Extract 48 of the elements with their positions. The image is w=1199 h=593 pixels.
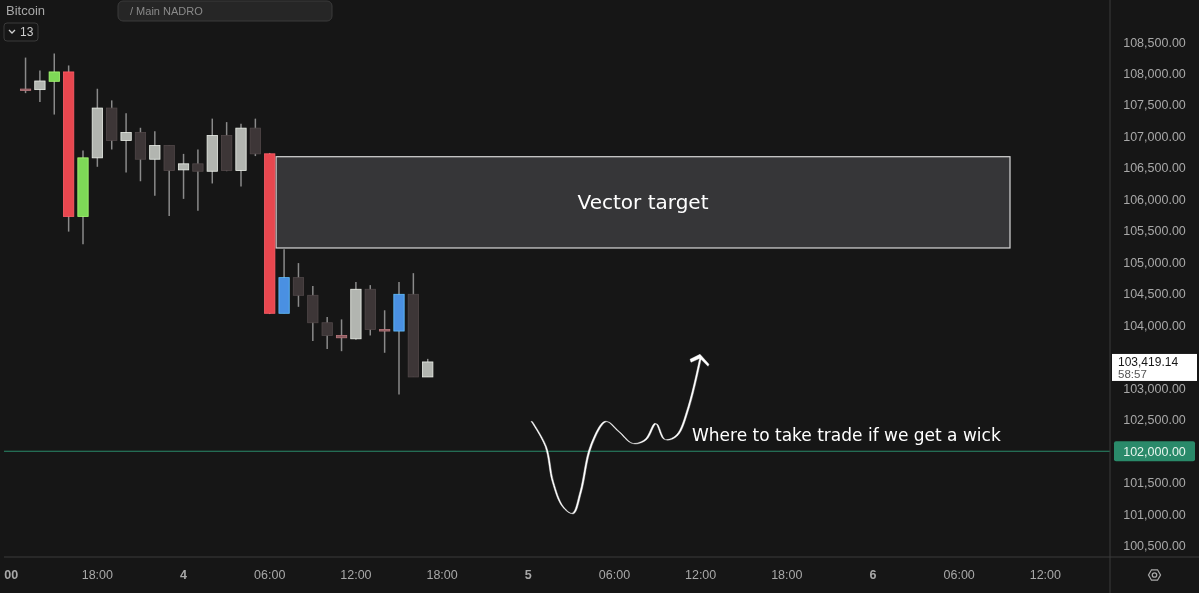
candlestick — [19, 56, 32, 94]
y-tick-label: 108,500.00 — [1123, 35, 1186, 50]
candlestick — [192, 148, 204, 212]
text: 103,419.14 — [1118, 355, 1179, 370]
candlestick — [321, 316, 333, 350]
x-tick-label: 06:00 — [943, 568, 975, 583]
ref-line-label: 102,000.00 — [1123, 444, 1186, 459]
candlestick — [177, 153, 190, 200]
y-tick-label: 106,500.00 — [1123, 161, 1186, 176]
candlestick — [379, 309, 391, 354]
x-tick-label: 4 — [180, 568, 188, 583]
x-tick-label: 12:00 — [685, 568, 717, 583]
x-tick-label: 6 — [869, 568, 877, 583]
text: 58:57 — [1118, 367, 1147, 380]
y-tick-label: 104,000.00 — [1123, 318, 1186, 333]
x-tick-label: 12:00 — [340, 568, 372, 583]
y-tick-label: 105,000.00 — [1123, 255, 1186, 270]
x-tick-label: 5 — [524, 568, 532, 583]
annotation: / Main NADRO — [130, 4, 204, 17]
candlestick — [34, 69, 46, 103]
annotation: 13 — [20, 25, 34, 40]
y-tick-label: 107,000.00 — [1123, 129, 1186, 144]
x-tick-label: 06:00 — [254, 568, 286, 583]
y-tick-label: 104,500.00 — [1123, 287, 1186, 302]
y-tick-label: 103,000.00 — [1123, 381, 1186, 396]
candlestick — [335, 318, 348, 352]
x-tick-label: 18:00 — [426, 568, 458, 583]
candlestick — [120, 112, 132, 174]
y-tick-label: 108,000.00 — [1123, 67, 1186, 82]
x-tick-label: 18:00 — [81, 568, 114, 583]
x-tick-label: 06:00 — [598, 568, 631, 583]
x-tick-label: 00 — [4, 568, 19, 583]
y-tick-label: 101,500.00 — [1123, 476, 1186, 491]
candlestick — [422, 358, 434, 378]
candlestick — [292, 262, 305, 308]
candlestick — [48, 52, 60, 116]
y-tick-label: 106,000.00 — [1123, 192, 1186, 207]
y-tick-label: 102,500.00 — [1123, 413, 1186, 428]
candlestick — [149, 130, 161, 197]
y-tick-label: 100,500.00 — [1123, 539, 1186, 554]
x-tick-label: 12:00 — [1029, 568, 1062, 583]
chart-title: Bitcoin — [6, 3, 46, 18]
y-tick-label: 101,000.00 — [1123, 507, 1186, 522]
y-tick-label: 107,500.00 — [1123, 98, 1186, 113]
x-tick-label: 18:00 — [771, 568, 803, 583]
y-tick-label: 105,500.00 — [1123, 224, 1186, 239]
band-label: Vector target — [577, 190, 709, 215]
annotation: Where to take trade if we get a wick — [692, 425, 1001, 446]
